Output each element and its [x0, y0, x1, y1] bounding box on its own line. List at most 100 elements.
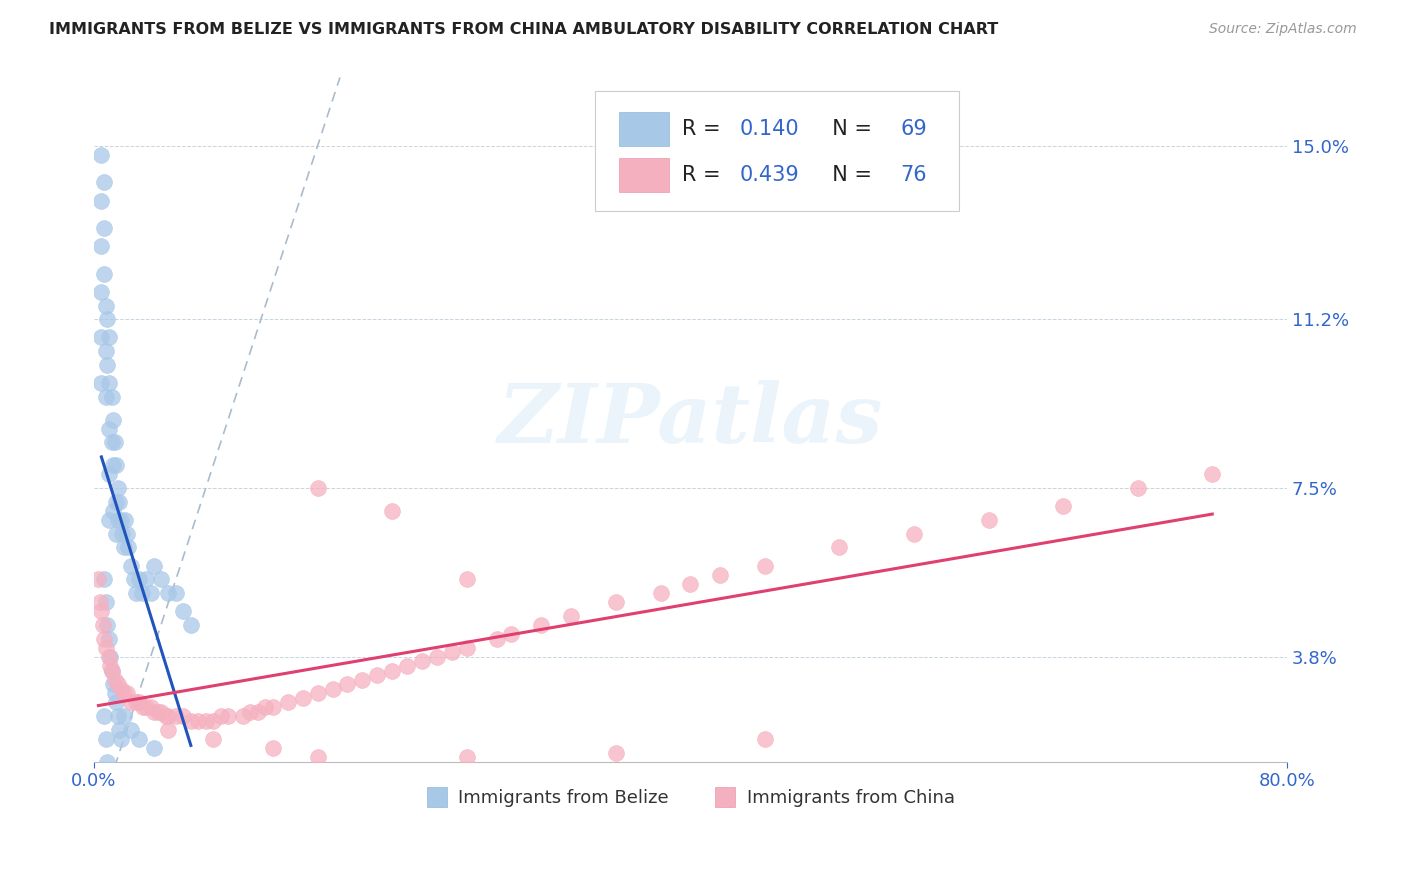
Point	[202, 714, 225, 728]
Point	[165, 709, 187, 723]
Point	[605, 746, 627, 760]
Point	[485, 632, 508, 646]
Point	[456, 640, 478, 655]
Point	[104, 686, 127, 700]
Point	[128, 572, 150, 586]
Point	[650, 586, 672, 600]
Point	[93, 221, 115, 235]
Point	[239, 705, 262, 719]
Point	[122, 572, 145, 586]
Point	[828, 541, 851, 555]
Point	[97, 632, 120, 646]
Point	[194, 714, 217, 728]
Point	[125, 586, 148, 600]
Point	[605, 595, 627, 609]
Point	[131, 586, 153, 600]
Text: Source: ZipAtlas.com: Source: ZipAtlas.com	[1209, 22, 1357, 37]
Point	[105, 526, 128, 541]
Point	[120, 696, 142, 710]
Point	[291, 690, 314, 705]
Point	[1052, 500, 1074, 514]
Point	[98, 649, 121, 664]
Point	[440, 645, 463, 659]
Point	[107, 709, 129, 723]
Point	[94, 731, 117, 746]
Point	[93, 572, 115, 586]
Point	[112, 541, 135, 555]
Point	[96, 358, 118, 372]
Text: 0.439: 0.439	[740, 165, 799, 186]
Point	[381, 664, 404, 678]
Point	[903, 526, 925, 541]
Point	[103, 458, 125, 473]
FancyBboxPatch shape	[595, 91, 959, 211]
Point	[101, 390, 124, 404]
Point	[125, 696, 148, 710]
Point	[456, 750, 478, 764]
Point	[97, 649, 120, 664]
Point	[352, 673, 374, 687]
Point	[202, 731, 225, 746]
Point	[366, 668, 388, 682]
Point	[94, 390, 117, 404]
Point	[501, 627, 523, 641]
Point	[262, 700, 284, 714]
Point	[94, 344, 117, 359]
Point	[97, 422, 120, 436]
Point	[336, 677, 359, 691]
Text: N =: N =	[820, 120, 879, 139]
Point	[93, 709, 115, 723]
Point	[754, 731, 776, 746]
FancyBboxPatch shape	[619, 158, 669, 192]
Point	[91, 618, 114, 632]
Point	[530, 618, 553, 632]
Point	[157, 586, 180, 600]
Point	[101, 664, 124, 678]
Text: R =: R =	[682, 165, 727, 186]
Point	[560, 608, 582, 623]
Point	[110, 731, 132, 746]
Text: R =: R =	[682, 120, 727, 139]
Point	[105, 696, 128, 710]
Point	[90, 239, 112, 253]
Point	[97, 513, 120, 527]
Point	[456, 572, 478, 586]
Text: 76: 76	[900, 165, 927, 186]
Point	[135, 700, 157, 714]
Point	[108, 723, 131, 737]
Point	[93, 267, 115, 281]
Point	[105, 458, 128, 473]
Point	[135, 572, 157, 586]
Point	[97, 330, 120, 344]
Point	[246, 705, 269, 719]
Point	[94, 595, 117, 609]
Point	[120, 558, 142, 573]
Legend: Immigrants from Belize, Immigrants from China: Immigrants from Belize, Immigrants from …	[419, 782, 962, 814]
Text: 0.140: 0.140	[740, 120, 799, 139]
Point	[155, 709, 177, 723]
Point	[104, 435, 127, 450]
Point	[209, 709, 232, 723]
Point	[128, 731, 150, 746]
Point	[94, 299, 117, 313]
Point	[232, 709, 254, 723]
Point	[142, 741, 165, 756]
Point	[139, 586, 162, 600]
Point	[132, 700, 155, 714]
Point	[97, 376, 120, 390]
Point	[139, 700, 162, 714]
Point	[96, 618, 118, 632]
Point	[97, 467, 120, 482]
Point	[101, 664, 124, 678]
Point	[217, 709, 239, 723]
Point	[93, 175, 115, 189]
Point	[381, 504, 404, 518]
Point	[180, 714, 202, 728]
Text: IMMIGRANTS FROM BELIZE VS IMMIGRANTS FROM CHINA AMBULATORY DISABILITY CORRELATIO: IMMIGRANTS FROM BELIZE VS IMMIGRANTS FRO…	[49, 22, 998, 37]
Point	[93, 632, 115, 646]
Point	[157, 723, 180, 737]
Point	[90, 285, 112, 299]
Point	[90, 194, 112, 208]
Point	[94, 640, 117, 655]
Point	[103, 504, 125, 518]
